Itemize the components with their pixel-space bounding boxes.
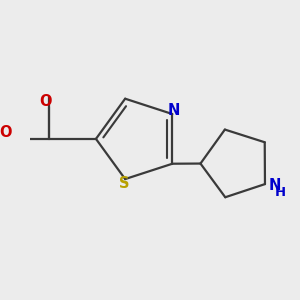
Text: S: S xyxy=(119,176,129,191)
Text: N: N xyxy=(268,178,281,193)
Text: O: O xyxy=(0,125,12,140)
Text: N: N xyxy=(167,103,180,118)
Text: O: O xyxy=(40,94,52,109)
Text: H: H xyxy=(275,187,286,200)
